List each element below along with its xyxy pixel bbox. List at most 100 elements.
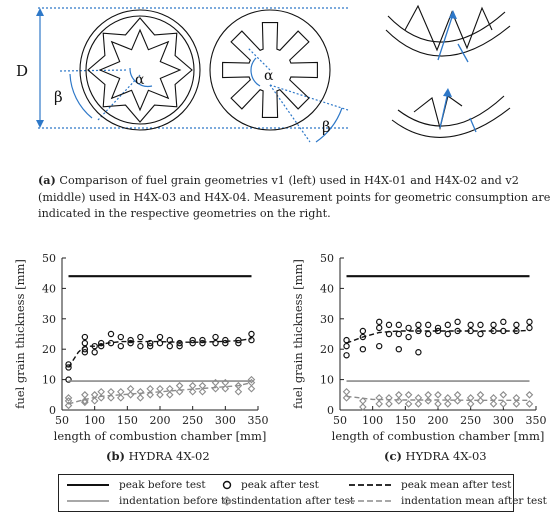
chart-hydra-4x-02: 0 10 20 30 40 50 50 100 150 200 250 300 350 length of… — [13, 252, 269, 443]
series-indentation-after-test-point — [342, 394, 351, 402]
series-indentation-after-test-point — [414, 400, 423, 408]
x-tick-label: 300 — [493, 414, 514, 427]
y-tick-label: 20 — [42, 343, 56, 356]
grain-geometry-figure: D β α α β — [16, 4, 511, 143]
series-peak-after-test-point — [235, 339, 242, 347]
series-indentation-after-test-point — [424, 397, 432, 405]
x-tick-label: 350 — [526, 414, 547, 427]
series-indentation-after-test-point — [97, 387, 105, 396]
series-peak-after-test-point — [359, 333, 367, 341]
series-peak-after-test-point — [137, 342, 144, 350]
series-peak-after-test-point — [454, 318, 461, 326]
series-indentation-after-test-point — [512, 400, 521, 408]
series-indentation-after-test-point — [117, 387, 125, 396]
y-tick-label: 10 — [320, 374, 334, 387]
series-peak-after-test-point — [395, 330, 403, 338]
figure-a-caption: (a) Comparison of fuel grain geometries … — [38, 172, 550, 223]
legend-swatch-gray-dashed — [349, 500, 391, 502]
series-peak-after-test-point — [107, 330, 115, 338]
grain-v1 — [79, 9, 201, 131]
series-peak-after-test-point — [415, 321, 422, 329]
series-peak-after-test-point — [248, 336, 255, 344]
label-d: D — [16, 62, 28, 80]
series-peak-after-test-point — [166, 342, 173, 350]
legend-item-indentation-before: indentation before test — [65, 493, 241, 509]
series-peak-after-test-point — [375, 324, 383, 332]
arrowhead-up — [36, 8, 44, 16]
x-tick-label: 350 — [248, 414, 269, 427]
series-peak-after-test-point — [405, 324, 412, 332]
subcaption-b-text: HYDRA 4X-02 — [128, 449, 210, 463]
series-peak-after-test-point — [97, 342, 105, 350]
series-indentation-after-test-point — [146, 384, 154, 393]
series-peak-mean-after-test-line — [67, 337, 252, 368]
y-tick-label: 0 — [327, 404, 334, 417]
series-peak-after-test-point — [146, 342, 154, 350]
legend-label: indentation after test — [241, 495, 355, 507]
label-beta-left: β — [54, 88, 63, 106]
series-peak-after-test-point — [405, 333, 412, 341]
legend-label: indentation before test — [119, 495, 242, 507]
series-peak-after-test-point — [176, 342, 183, 350]
series-peak-after-test-point — [375, 342, 383, 350]
series-peak-after-test-point — [395, 345, 403, 353]
measure-arrow-1 — [437, 13, 454, 61]
series-indentation-after-test-point — [188, 381, 197, 390]
series-indentation-after-test-point — [234, 387, 243, 396]
legend-swatch-solid-line — [67, 484, 109, 486]
series-peak-after-test-point — [117, 342, 125, 350]
grain-v1-inner-star — [98, 28, 182, 112]
legend-label: peak before test — [119, 479, 206, 491]
figure-a-caption-text: Comparison of fuel grain geometries v1 (… — [38, 174, 550, 220]
subcaption-b-tag: (b) — [106, 449, 125, 463]
series-indentation-after-test-point — [444, 400, 452, 408]
series-peak-after-test-point — [81, 339, 89, 347]
series-peak-after-test-point — [424, 321, 432, 329]
measurement-detail-bottom — [391, 95, 511, 138]
series-indentation-after-test-point — [221, 384, 230, 393]
series-indentation-after-test-point — [175, 381, 184, 390]
grain-v2-gear-port — [222, 22, 318, 118]
x-tick-label: 200 — [428, 414, 449, 427]
series-peak-after-test-point — [65, 364, 72, 371]
label-beta-right: β — [322, 118, 331, 136]
legend-label: peak after test — [241, 479, 319, 491]
measure-arrowhead-1 — [449, 10, 457, 19]
series-indentation-after-test-point — [499, 400, 508, 408]
series-peak-after-test-point — [375, 318, 383, 326]
x-axis-label: length of combustion chamber [mm] — [332, 429, 545, 443]
series-peak-after-test-point — [490, 321, 497, 329]
series-indentation-after-test-point — [146, 391, 154, 399]
series-indentation-after-test-point — [64, 401, 73, 410]
legend-item-indentation-mean: indentation mean after test — [347, 493, 547, 509]
legend-label: peak mean after test — [401, 479, 512, 491]
x-tick-label: 200 — [150, 414, 171, 427]
series-peak-after-test-point — [127, 339, 134, 347]
y-tick-label: 30 — [42, 313, 56, 326]
series-peak-after-test-point — [444, 321, 451, 329]
series-indentation-after-test-point — [434, 391, 442, 399]
series-peak-after-test-point — [467, 321, 474, 329]
series-peak-after-test-point — [137, 333, 144, 341]
series-peak-after-test-point — [222, 339, 229, 347]
series-peak-after-test-point — [235, 336, 242, 344]
series-peak-after-test-point — [500, 318, 507, 326]
series-peak-after-test-point — [189, 336, 196, 344]
series-peak-after-test-point — [343, 342, 350, 350]
subcaption-c-tag: (c) — [384, 449, 402, 463]
series-indentation-after-test-point — [211, 384, 220, 393]
grain-v1-outer-star — [87, 17, 193, 123]
series-indentation-after-test-point — [136, 394, 145, 402]
series-indentation-after-test-point — [107, 394, 115, 402]
series-indentation-after-test-point — [453, 391, 462, 399]
y-tick-label: 40 — [320, 282, 334, 295]
y-axis-label: fuel grain thickness [mm] — [13, 259, 27, 409]
x-tick-label: 300 — [215, 414, 236, 427]
label-alpha-left: α — [135, 72, 145, 88]
legend-swatch-diamond — [222, 496, 232, 506]
legend-swatch-circle — [222, 480, 232, 490]
beta-ray-1 — [59, 69, 129, 72]
y-tick-label: 0 — [49, 404, 56, 417]
series-indentation-after-test-point — [81, 398, 89, 407]
beta-arc-left — [69, 73, 93, 119]
